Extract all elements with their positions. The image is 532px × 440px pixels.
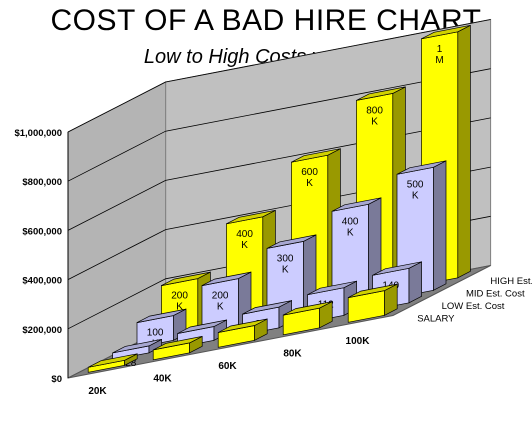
x-tick-label: 80K <box>283 348 302 359</box>
gridline <box>67 68 491 182</box>
bar: 100K <box>136 308 187 350</box>
data-label: 200 K <box>212 291 229 313</box>
series-label: HIGH Est. Cost <box>490 276 532 287</box>
data-label: 800 K <box>366 105 383 127</box>
bar <box>217 318 268 348</box>
data-label: 600 K <box>301 167 318 189</box>
y-tick-label: $0 <box>51 374 62 385</box>
data-label: 400 K <box>236 229 253 251</box>
x-tick-label: 60K <box>218 361 237 372</box>
y-tick-label: $200,000 <box>22 325 62 336</box>
y-tick-label: $1,000,000 <box>14 128 62 139</box>
series-label: LOW Est. Cost <box>442 301 505 312</box>
data-label: 300 K <box>277 253 294 275</box>
data-label: 28 <box>125 358 137 369</box>
bar <box>347 283 398 323</box>
bar <box>87 353 138 373</box>
series-label: SALARY <box>417 313 455 324</box>
bar: 400 K <box>331 197 382 311</box>
series-label: MID Est. Cost <box>466 288 525 299</box>
chart-title: COST OF A BAD HIRE CHART <box>50 4 482 37</box>
data-label: 200 K <box>171 291 188 313</box>
y-tick-label: $600,000 <box>22 226 62 237</box>
y-tick-label: $800,000 <box>22 177 62 188</box>
data-label: 400 K <box>342 216 359 238</box>
y-tick-label: $400,000 <box>22 276 62 287</box>
x-tick-label: 40K <box>153 373 172 384</box>
bar: 28 <box>112 338 162 369</box>
bar <box>152 335 203 361</box>
bar <box>282 301 333 336</box>
gridline <box>67 19 491 133</box>
data-label: 500 K <box>407 179 424 201</box>
x-tick-label: 100K <box>346 336 371 347</box>
x-tick-label: 20K <box>88 386 107 397</box>
